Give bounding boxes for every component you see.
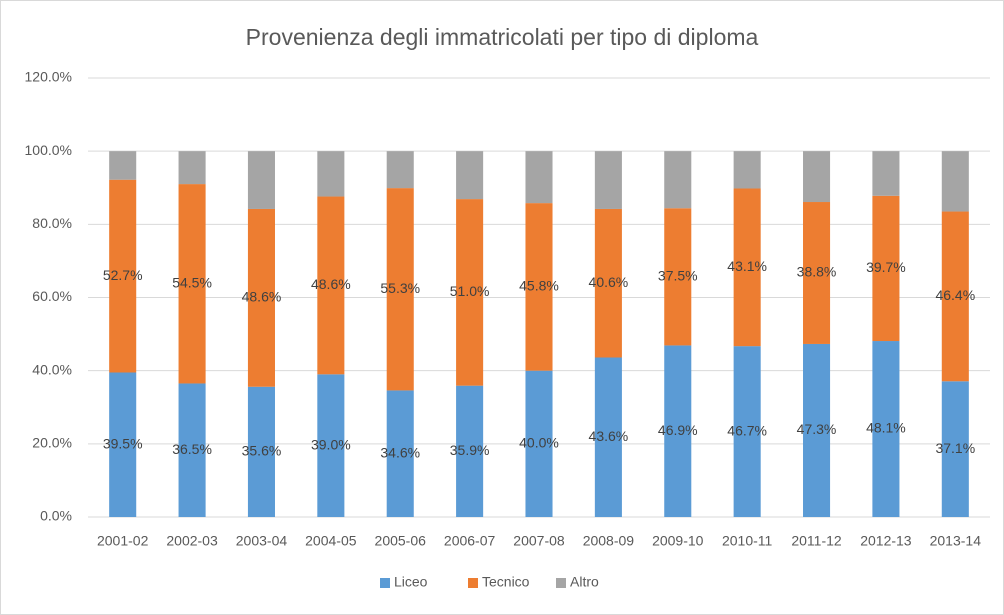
value-label: 37.5%	[658, 268, 698, 284]
value-label: 47.3%	[797, 421, 837, 437]
bar-segment	[872, 151, 900, 196]
bar-segment	[456, 385, 484, 517]
value-label: 54.5%	[172, 274, 212, 290]
legend-label: Altro	[570, 574, 599, 590]
legend-swatch	[380, 578, 390, 588]
bar-segment	[386, 188, 414, 391]
bar-segment	[247, 151, 275, 209]
bar-segment	[247, 208, 275, 387]
value-label: 39.5%	[103, 435, 143, 451]
bar-segment	[803, 343, 831, 517]
value-label: 55.3%	[380, 280, 420, 296]
legend-label: Liceo	[394, 574, 428, 590]
legend-swatch	[468, 578, 478, 588]
x-tick-label: 2009-10	[652, 533, 704, 549]
value-label: 46.4%	[935, 287, 975, 303]
value-label: 40.0%	[519, 435, 559, 451]
bar-segment	[386, 390, 414, 517]
value-label: 37.1%	[935, 440, 975, 456]
bar-segment	[525, 370, 553, 517]
value-label: 43.6%	[589, 428, 629, 444]
y-tick-label: 60.0%	[32, 288, 72, 304]
legend-swatch	[556, 578, 566, 588]
bar-segment	[178, 383, 206, 517]
bar-segment	[178, 151, 206, 185]
bar-segment	[456, 151, 484, 200]
value-label: 40.6%	[589, 274, 629, 290]
value-label: 48.6%	[311, 276, 351, 292]
x-tick-label: 2011-12	[791, 533, 842, 549]
x-tick-label: 2012-13	[860, 533, 912, 549]
x-tick-label: 2003-04	[236, 533, 288, 549]
x-tick-label: 2001-02	[97, 533, 149, 549]
x-tick-label: 2006-07	[444, 533, 496, 549]
bar-segment	[803, 151, 831, 203]
bar-segment	[664, 208, 692, 346]
value-label: 48.6%	[242, 289, 282, 305]
value-label: 39.0%	[311, 436, 351, 452]
x-tick-label: 2004-05	[305, 533, 357, 549]
value-label: 38.8%	[797, 264, 837, 280]
chart-title: Provenienza degli immatricolati per tipo…	[246, 24, 759, 50]
bar-segment	[733, 151, 761, 189]
bar-segment	[386, 151, 414, 189]
bar-segment	[872, 341, 900, 517]
value-label: 34.6%	[380, 444, 420, 460]
value-label: 36.5%	[172, 441, 212, 457]
bar-segment	[317, 196, 345, 375]
x-tick-label: 2013-14	[930, 533, 982, 549]
bar-segment	[594, 208, 622, 358]
legend-label: Tecnico	[482, 574, 530, 590]
bar-segment	[941, 381, 969, 517]
value-label: 46.7%	[727, 422, 767, 438]
value-label: 35.9%	[450, 442, 490, 458]
y-tick-label: 80.0%	[32, 215, 72, 231]
bar-segment	[178, 184, 206, 384]
bar-segment	[109, 179, 137, 373]
y-tick-label: 20.0%	[32, 435, 72, 451]
value-label: 51.0%	[450, 283, 490, 299]
value-label: 45.8%	[519, 278, 559, 294]
bar-segment	[803, 202, 831, 344]
value-label: 52.7%	[103, 267, 143, 283]
value-label: 48.1%	[866, 420, 906, 436]
bar-segment	[733, 346, 761, 517]
bar-segment	[317, 151, 345, 197]
bar-segment	[247, 386, 275, 517]
y-tick-label: 120.0%	[25, 69, 72, 85]
bar-segment	[664, 151, 692, 209]
y-tick-label: 40.0%	[32, 361, 72, 377]
value-label: 39.7%	[866, 259, 906, 275]
bar-segment	[525, 151, 553, 204]
bar-segment	[872, 195, 900, 342]
bar-segment	[109, 151, 137, 180]
bar-segment	[594, 357, 622, 517]
bar-segment	[664, 345, 692, 517]
x-tick-label: 2008-09	[583, 533, 635, 549]
bar-segment	[941, 151, 969, 212]
value-label: 46.9%	[658, 422, 698, 438]
x-tick-label: 2007-08	[513, 533, 565, 549]
y-tick-label: 100.0%	[25, 142, 72, 158]
bar-segment	[941, 211, 969, 382]
bar-segment	[594, 151, 622, 209]
bar-segment	[317, 374, 345, 517]
y-tick-label: 0.0%	[40, 508, 72, 524]
value-label: 43.1%	[727, 258, 767, 274]
bar-segment	[733, 188, 761, 347]
value-label: 35.6%	[242, 443, 282, 459]
bar-segment	[525, 203, 553, 371]
x-tick-label: 2002-03	[166, 533, 218, 549]
x-tick-label: 2010-11	[722, 533, 773, 549]
bar-segment	[109, 372, 137, 517]
x-tick-label: 2005-06	[375, 533, 427, 549]
bar-segment	[456, 199, 484, 386]
